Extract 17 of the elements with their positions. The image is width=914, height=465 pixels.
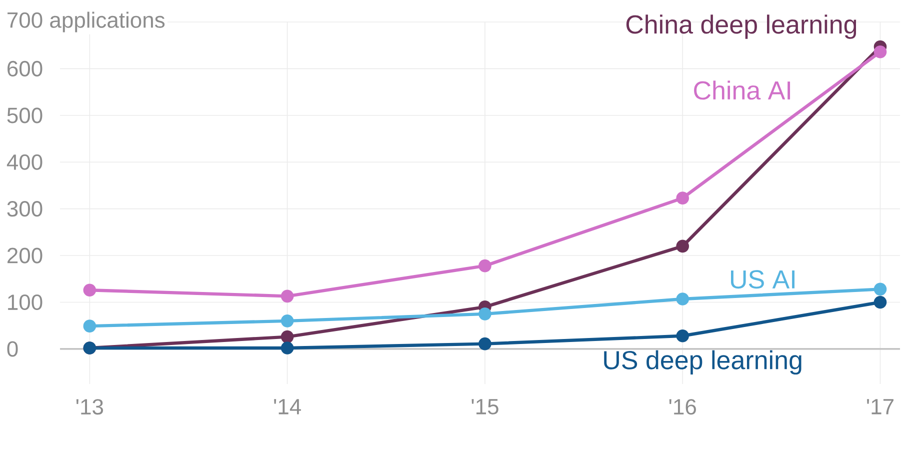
y-tick-label: 100: [8, 294, 42, 310]
series-label: US AI: [731, 270, 794, 289]
series-label: US deep learning: [604, 350, 802, 375]
x-tick-label: '16: [669, 399, 696, 415]
x-tick-label: '17: [867, 399, 894, 414]
y-tick-label: 200: [8, 248, 42, 264]
y-tick-label: 400: [6, 154, 42, 170]
x-tick-label: '15: [472, 399, 498, 414]
x-tick-label: '14: [274, 399, 301, 414]
series-label: China AI: [694, 80, 790, 100]
x-tick-label: '13: [76, 399, 104, 415]
series-label: China deep learning: [626, 14, 856, 39]
y-tick-label: 600: [8, 60, 42, 76]
y-tick-label: 300: [7, 201, 42, 217]
y-tick-label: 700 applications: [8, 12, 165, 32]
y-tick-label: 500: [7, 108, 42, 124]
y-tick-label: 0: [7, 341, 18, 357]
